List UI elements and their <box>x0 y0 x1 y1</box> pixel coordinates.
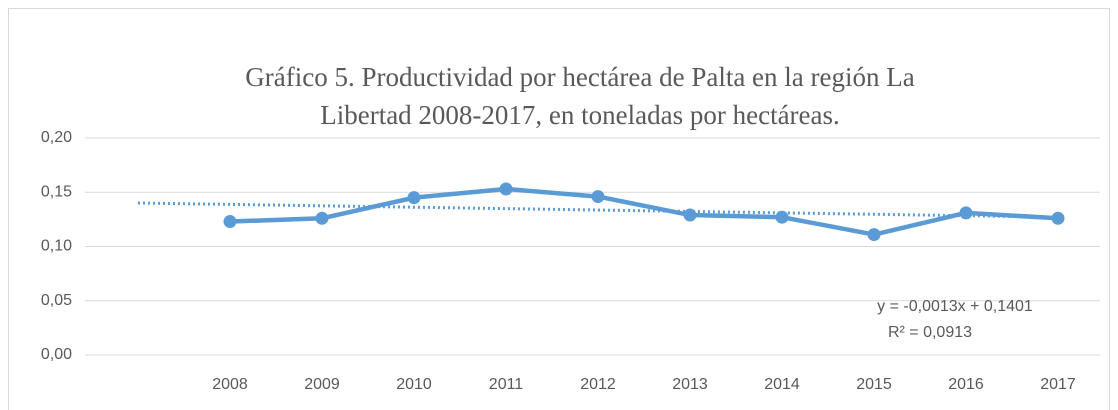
data-point <box>1051 211 1065 225</box>
chart-title: Libertad 2008-2017, en toneladas por hec… <box>320 100 840 130</box>
data-point <box>499 182 513 196</box>
x-tick-label: 2010 <box>396 376 432 393</box>
trendline <box>137 201 1059 219</box>
trendline-equation: y = -0,0013x + 0,1401 <box>877 298 1033 315</box>
data-point <box>591 190 605 204</box>
x-tick-label: 2013 <box>672 376 708 393</box>
x-tick-label: 2014 <box>764 376 800 393</box>
data-point <box>867 228 881 242</box>
y-tick-label: 0,05 <box>41 292 72 309</box>
x-tick-label: 2012 <box>580 376 616 393</box>
x-tick-label: 2017 <box>1040 376 1076 393</box>
data-point <box>407 191 421 205</box>
data-point <box>959 206 973 220</box>
y-tick-label: 0,10 <box>41 238 72 255</box>
x-tick-label: 2016 <box>948 376 984 393</box>
data-point <box>683 208 697 222</box>
x-tick-label: 2011 <box>489 376 524 393</box>
x-tick-label: 2015 <box>856 376 892 393</box>
y-tick-label: 0,00 <box>41 346 72 363</box>
y-tick-label: 0,15 <box>41 183 72 200</box>
data-point <box>315 211 329 225</box>
data-point <box>223 215 237 229</box>
trendline-r-squared: R² = 0,0913 <box>888 324 972 341</box>
chart-title: Gráfico 5. Productividad por hectárea de… <box>245 62 914 92</box>
data-point <box>775 210 789 224</box>
x-tick-label: 2009 <box>304 376 340 393</box>
y-tick-label: 0,20 <box>41 129 72 146</box>
x-tick-label: 2008 <box>212 376 248 393</box>
data-line <box>229 186 1059 237</box>
